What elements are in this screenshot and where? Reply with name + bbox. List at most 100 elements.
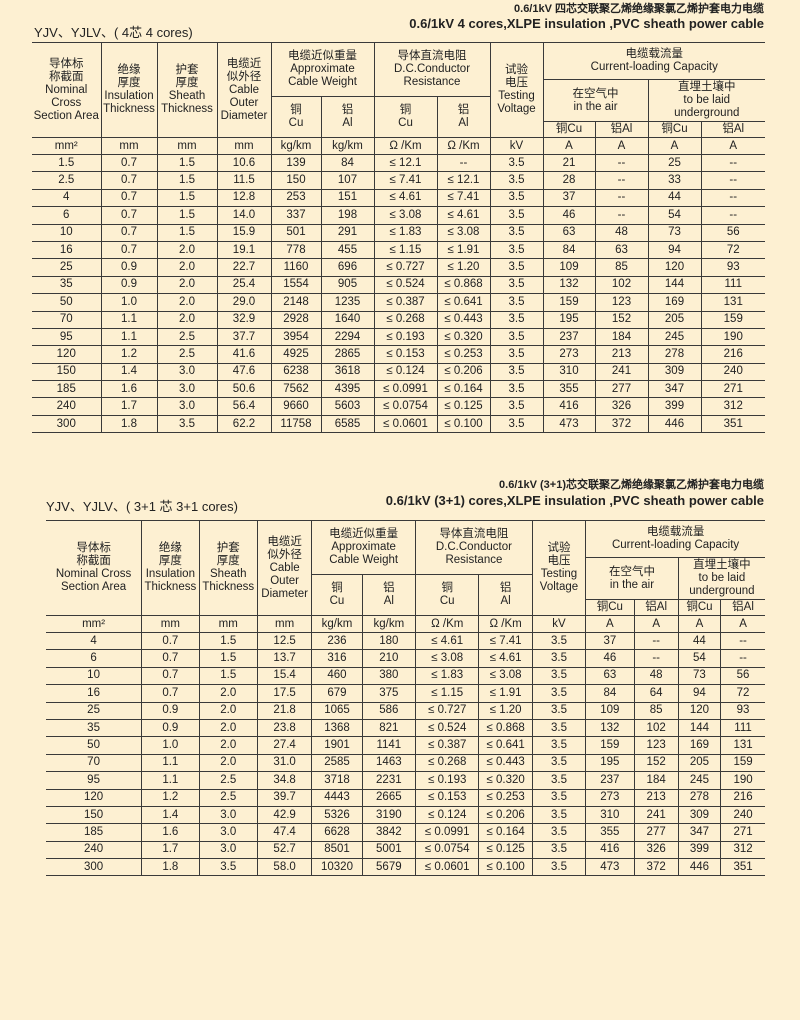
table-cell: 11758 <box>270 414 322 434</box>
table-cell: ≤ 0.320 <box>436 327 491 347</box>
table-cell: 144 <box>677 718 722 738</box>
table-cell: 93 <box>720 701 765 720</box>
header-air: 在空气中 in the air <box>585 557 679 600</box>
table-cell: 2.5 <box>156 345 218 364</box>
unit-cell: Ω /Km <box>415 615 480 633</box>
table-cell: 2148 <box>270 293 322 312</box>
table-cell: 3.0 <box>198 805 258 825</box>
table-cell: 9660 <box>270 397 322 416</box>
table-cell: 184 <box>633 771 679 790</box>
header-res-al: 铝 Al <box>436 96 490 138</box>
unit-cell: A <box>542 137 596 155</box>
unit-cell: kV <box>489 137 544 155</box>
table-cell: 3.5 <box>531 858 587 877</box>
table-cell: 3.5 <box>198 858 258 877</box>
table2-title-cn: 0.6/1kV (3+1)芯交联聚乙烯绝缘聚氯乙烯护套电力电缆 <box>499 479 764 491</box>
table-cell: 0.9 <box>141 701 200 720</box>
table-cell: 1368 <box>311 718 363 738</box>
table-cell: ≤ 4.61 <box>478 649 533 668</box>
table-cell: 25 <box>46 701 143 720</box>
table-cell: 216 <box>700 345 766 364</box>
table-cell: 46 <box>585 649 635 668</box>
table-cell: 0.9 <box>100 258 158 277</box>
table-cell: ≤ 0.727 <box>415 701 480 720</box>
header-ground-cu: 铜Cu <box>647 121 702 138</box>
header-air: 在空气中 in the air <box>543 79 649 122</box>
table-cell: 15.9 <box>216 223 272 242</box>
table-cell: 205 <box>677 753 722 773</box>
table-cell: 44 <box>647 188 702 208</box>
table-cell: 277 <box>633 823 679 842</box>
table-cell: 123 <box>594 293 649 312</box>
table-cell: 25 <box>647 153 702 173</box>
header-area: 导体标 称截面 Nominal Cross Section Area <box>46 520 143 616</box>
table-cell: ≤ 0.153 <box>373 345 438 364</box>
table-cell: 3.5 <box>489 188 544 208</box>
table-cell: 39.7 <box>256 788 313 807</box>
unit-cell: A <box>585 615 635 633</box>
table-cell: 107 <box>320 171 375 190</box>
table-cell: 310 <box>542 362 596 382</box>
unit-cell: Ω /Km <box>373 137 438 155</box>
table-cell: ≤ 0.727 <box>373 258 438 277</box>
table-cell: -- <box>594 206 649 225</box>
table-row: 185 1.6 3.0 50.6 7562 4395 ≤ 0.0991 ≤ 0.164 3.5 3… <box>32 380 766 399</box>
header-ground: 直埋土壤中 to be laid underground <box>647 79 766 122</box>
table-cell: 3.5 <box>489 345 544 364</box>
table-cell: 54 <box>677 649 722 668</box>
table-cell: ≤ 1.15 <box>373 240 438 260</box>
unit-cell: mm <box>100 137 158 155</box>
table-cell: 52.7 <box>256 840 313 860</box>
table-cell: 821 <box>361 718 417 738</box>
header-capacity: 电缆载流量 Current-loading Capacity <box>585 520 765 558</box>
table-cell: 455 <box>320 240 375 260</box>
table-cell: 132 <box>585 718 635 738</box>
table-cell: 3954 <box>270 327 322 347</box>
table-row: 16 0.7 2.0 17.5 679 375 ≤ 1.15 ≤ 1.91 3.5 84 64 94 7… <box>46 684 765 703</box>
table-cell: 19.1 <box>216 240 272 260</box>
table-cell: 245 <box>677 771 722 790</box>
table-cell: 159 <box>700 310 766 329</box>
table-cell: 25.4 <box>216 275 272 295</box>
table-cell: 185 <box>32 380 102 399</box>
header-weight-al: 铝 Al <box>320 96 375 138</box>
table-cell: 35 <box>46 718 143 738</box>
table-cell: 355 <box>542 380 596 399</box>
table-cell: 399 <box>647 397 702 416</box>
table-cell: 4925 <box>270 345 322 364</box>
table-cell: ≤ 0.100 <box>436 414 491 434</box>
table-cell: 3.0 <box>198 840 258 860</box>
table-cell: 4 <box>46 631 143 651</box>
table-cell: 1.4 <box>141 805 200 825</box>
table-cell: 4 <box>32 188 102 208</box>
table-cell: 1901 <box>311 736 363 755</box>
table-cell: 44 <box>677 631 722 651</box>
table-cell: 150 <box>46 805 143 825</box>
unit-cell: kg/km <box>270 137 322 155</box>
table-cell: 312 <box>720 840 765 860</box>
table-cell: 3.0 <box>156 380 218 399</box>
table-cell: 1.7 <box>100 397 158 416</box>
table1-4-cores: 导体标 称截面 Nominal Cross Section Area 绝缘 厚度 … <box>32 42 766 434</box>
unit-cell: mm <box>156 137 218 155</box>
table-cell: 240 <box>720 805 765 825</box>
table-cell: 11.5 <box>216 171 272 190</box>
table-cell: 195 <box>585 753 635 773</box>
table-cell: 2.0 <box>198 701 258 720</box>
units-row: mm² mm mm mm kg/km kg/km Ω /Km Ω /Km kV A A A A <box>46 615 765 633</box>
table-cell: ≤ 7.41 <box>478 631 533 651</box>
table-cell: 351 <box>700 414 766 434</box>
header-weight: 电缆近似重量 Approximate Cable Weight <box>270 42 375 97</box>
table-cell: 22.7 <box>216 258 272 277</box>
table-cell: 5001 <box>361 840 417 860</box>
table-cell: 241 <box>594 362 649 382</box>
table-cell: 380 <box>361 666 417 686</box>
table-cell: 13.7 <box>256 649 313 668</box>
table-cell: -- <box>633 649 679 668</box>
table-cell: 4395 <box>320 380 375 399</box>
table-cell: 375 <box>361 684 417 703</box>
table-cell: 109 <box>542 258 596 277</box>
table-cell: 1.1 <box>100 310 158 329</box>
table-cell: 32.9 <box>216 310 272 329</box>
table-cell: 240 <box>46 840 143 860</box>
